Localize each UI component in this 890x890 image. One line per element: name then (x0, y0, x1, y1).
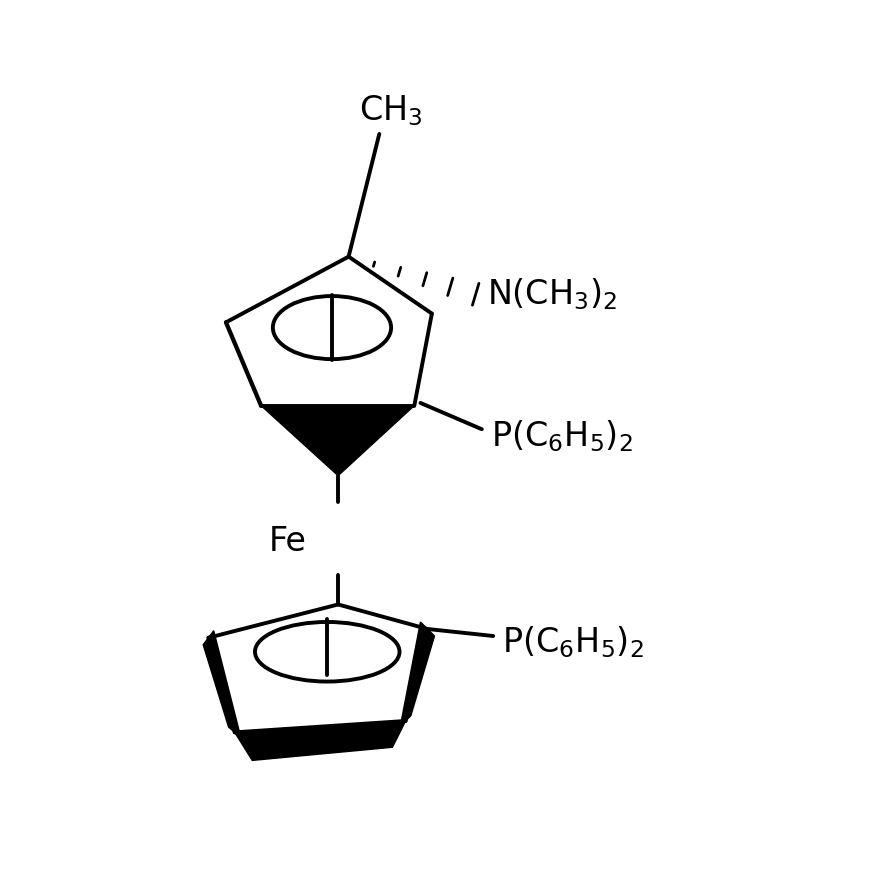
Text: N(CH$_3$)$_2$: N(CH$_3$)$_2$ (487, 277, 618, 312)
Polygon shape (261, 406, 415, 475)
Text: P(C$_6$H$_5$)$_2$: P(C$_6$H$_5$)$_2$ (490, 418, 633, 454)
Polygon shape (235, 721, 406, 760)
Text: CH$_3$: CH$_3$ (359, 93, 423, 127)
Text: P(C$_6$H$_5$)$_2$: P(C$_6$H$_5$)$_2$ (502, 624, 643, 660)
Polygon shape (400, 622, 434, 726)
Text: Fe: Fe (269, 525, 306, 558)
Polygon shape (203, 631, 241, 738)
